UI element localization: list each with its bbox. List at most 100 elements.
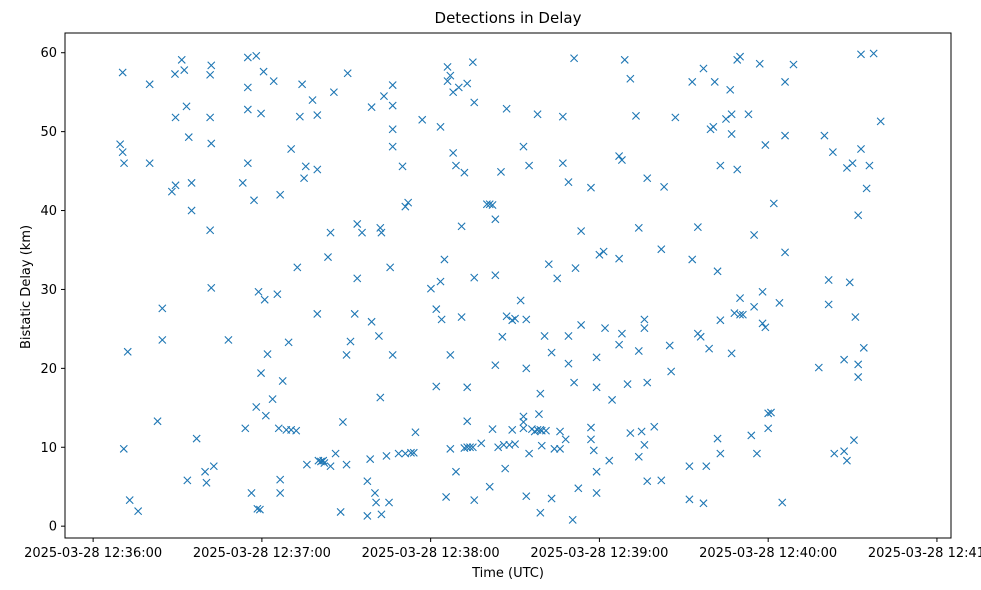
- data-point: [840, 447, 849, 456]
- data-point: [736, 310, 745, 319]
- y-tick-label: 50: [40, 125, 57, 140]
- data-point: [766, 408, 775, 417]
- data-point: [177, 55, 186, 64]
- data-point: [547, 494, 556, 503]
- data-point: [485, 482, 494, 491]
- data-point: [293, 263, 302, 272]
- data-point: [379, 92, 388, 101]
- data-point: [436, 277, 445, 286]
- data-point: [404, 198, 413, 207]
- data-point: [353, 274, 362, 283]
- data-point: [502, 312, 511, 321]
- data-point: [522, 492, 531, 501]
- data-point: [443, 77, 452, 86]
- data-point: [761, 141, 770, 150]
- x-axis-ticks: 2025-03-28 12:36:00 2025-03-28 12:37:00 20…: [24, 538, 981, 561]
- data-point: [206, 226, 215, 235]
- data-point: [468, 58, 477, 67]
- x-tick-label: 2025-03-28 12:40:00: [699, 546, 837, 561]
- data-point: [744, 110, 753, 119]
- axes-frame: [64, 32, 952, 539]
- data-point: [329, 88, 338, 97]
- y-axis-label: Bistatic Delay (km): [19, 225, 34, 349]
- data-point: [857, 50, 865, 59]
- data-point: [764, 409, 773, 418]
- data-point: [710, 77, 719, 86]
- data-point: [182, 102, 191, 111]
- data-point: [541, 426, 550, 435]
- data-point: [693, 223, 702, 232]
- data-point: [758, 287, 767, 296]
- data-point: [319, 456, 328, 465]
- data-point: [260, 295, 269, 304]
- data-point: [849, 436, 858, 445]
- data-point: [605, 456, 614, 465]
- data-point: [820, 131, 829, 140]
- data-point: [667, 367, 676, 376]
- data-point: [657, 245, 666, 254]
- data-point: [388, 142, 397, 151]
- data-point: [183, 476, 192, 485]
- data-point: [752, 449, 761, 458]
- data-point: [738, 310, 747, 319]
- data-point: [775, 298, 784, 307]
- data-point: [626, 74, 635, 83]
- data-point: [586, 183, 595, 192]
- data-point: [241, 424, 250, 433]
- data-point: [501, 464, 510, 473]
- data-point: [854, 360, 863, 369]
- data-point: [457, 222, 466, 231]
- data-point: [713, 434, 722, 443]
- data-point: [824, 275, 833, 284]
- data-point: [634, 452, 643, 461]
- data-point: [388, 125, 397, 134]
- data-point: [574, 484, 583, 493]
- y-axis-ticks: 0 10 20 30 40 50 60: [40, 46, 65, 535]
- data-point: [207, 139, 216, 148]
- data-point: [534, 410, 543, 419]
- data-point: [637, 427, 646, 436]
- data-point: [496, 167, 505, 176]
- data-point: [699, 64, 708, 73]
- data-point: [544, 260, 553, 269]
- data-point: [488, 201, 497, 210]
- data-point: [255, 505, 264, 514]
- data-point: [254, 287, 263, 296]
- data-point: [685, 495, 694, 504]
- data-point: [287, 145, 296, 153]
- data-point: [828, 148, 837, 157]
- data-point: [764, 424, 773, 433]
- data-point: [451, 467, 460, 476]
- data-point: [643, 174, 652, 183]
- data-point: [592, 353, 601, 362]
- data-point: [516, 296, 525, 305]
- data-point: [721, 115, 730, 123]
- data-point: [781, 248, 790, 257]
- data-point: [118, 148, 127, 157]
- data-point: [153, 417, 162, 426]
- data-markers: [116, 49, 885, 524]
- data-point: [252, 403, 261, 412]
- data-point: [370, 489, 379, 498]
- data-point: [367, 103, 376, 112]
- data-point: [553, 274, 562, 283]
- data-point: [385, 498, 394, 507]
- data-point: [564, 359, 573, 368]
- data-point: [313, 111, 322, 120]
- data-point: [533, 110, 542, 119]
- data-point: [440, 255, 449, 264]
- data-point: [243, 105, 252, 114]
- data-point: [631, 111, 640, 120]
- data-point: [789, 60, 798, 69]
- data-point: [363, 477, 372, 486]
- data-point: [865, 161, 874, 170]
- data-point: [470, 273, 479, 282]
- data-point: [411, 428, 420, 437]
- data-point: [525, 449, 534, 458]
- data-point: [257, 369, 266, 378]
- data-point: [470, 98, 479, 107]
- data-point: [634, 347, 643, 355]
- data-point: [252, 51, 261, 60]
- data-point: [382, 451, 391, 460]
- data-point: [491, 271, 500, 280]
